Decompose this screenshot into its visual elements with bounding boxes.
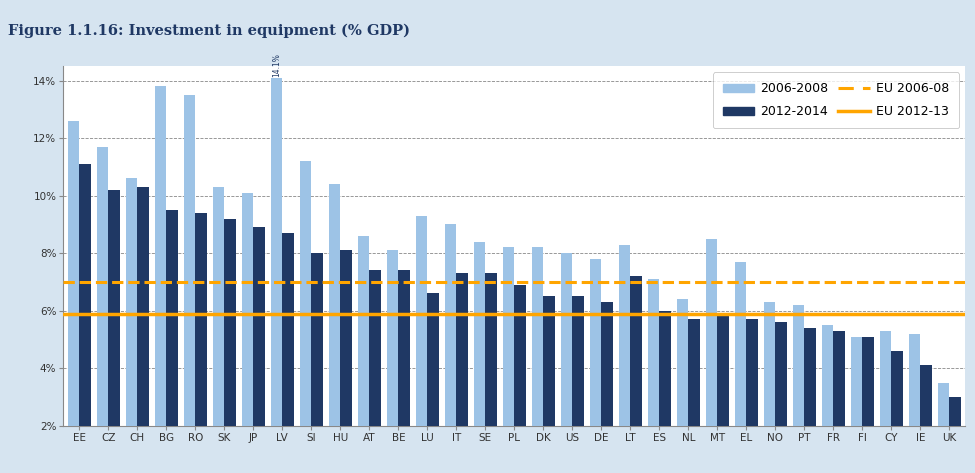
Bar [329,184,340,426]
Bar [879,331,891,426]
Bar [97,147,108,426]
Bar [938,383,949,426]
Bar [718,314,729,426]
Bar [706,239,718,426]
Bar [515,285,527,426]
Bar [688,319,700,426]
Bar [126,178,137,426]
Bar [920,365,932,426]
Text: 14.1%: 14.1% [272,53,281,77]
Bar [271,78,282,426]
Bar [863,337,874,426]
Bar [427,293,439,426]
Bar [909,333,920,426]
Bar [891,351,903,426]
Bar [561,253,572,426]
Bar [775,322,787,426]
Bar [183,95,195,426]
Bar [108,190,120,426]
Bar [822,325,834,426]
Bar [456,273,468,426]
Bar [618,245,630,426]
Bar [602,302,613,426]
Bar [734,262,746,426]
Bar [834,331,845,426]
Bar [167,210,178,426]
Bar [572,296,584,426]
Bar [195,213,207,426]
Bar [370,271,381,426]
Bar [80,164,91,426]
Bar [950,397,961,426]
Bar [793,305,804,426]
Bar [474,242,486,426]
Bar [747,319,758,426]
Bar [543,296,555,426]
Bar [631,276,643,426]
Bar [486,273,497,426]
Bar [67,121,79,426]
Bar [445,224,456,426]
Bar [763,302,775,426]
Bar [386,250,398,426]
Bar [659,311,671,426]
Bar [299,161,311,426]
Bar [647,279,659,426]
Bar [242,193,254,426]
Bar [311,253,323,426]
Bar [677,299,688,426]
Bar [415,216,427,426]
Bar [340,250,352,426]
Bar [850,337,862,426]
Bar [531,247,543,426]
Bar [590,259,602,426]
Bar [155,87,166,426]
Bar [224,219,236,426]
Bar [358,236,370,426]
Bar [213,187,224,426]
Bar [254,227,265,426]
Bar [283,233,294,426]
Text: Figure 1.1.16: Investment in equipment (% GDP): Figure 1.1.16: Investment in equipment (… [8,24,410,38]
Bar [502,247,514,426]
Bar [399,271,410,426]
Bar [804,328,816,426]
Bar [137,187,149,426]
Legend: 2006-2008, 2012-2014, EU 2006-08, EU 2012-13: 2006-2008, 2012-2014, EU 2006-08, EU 201… [713,72,959,129]
